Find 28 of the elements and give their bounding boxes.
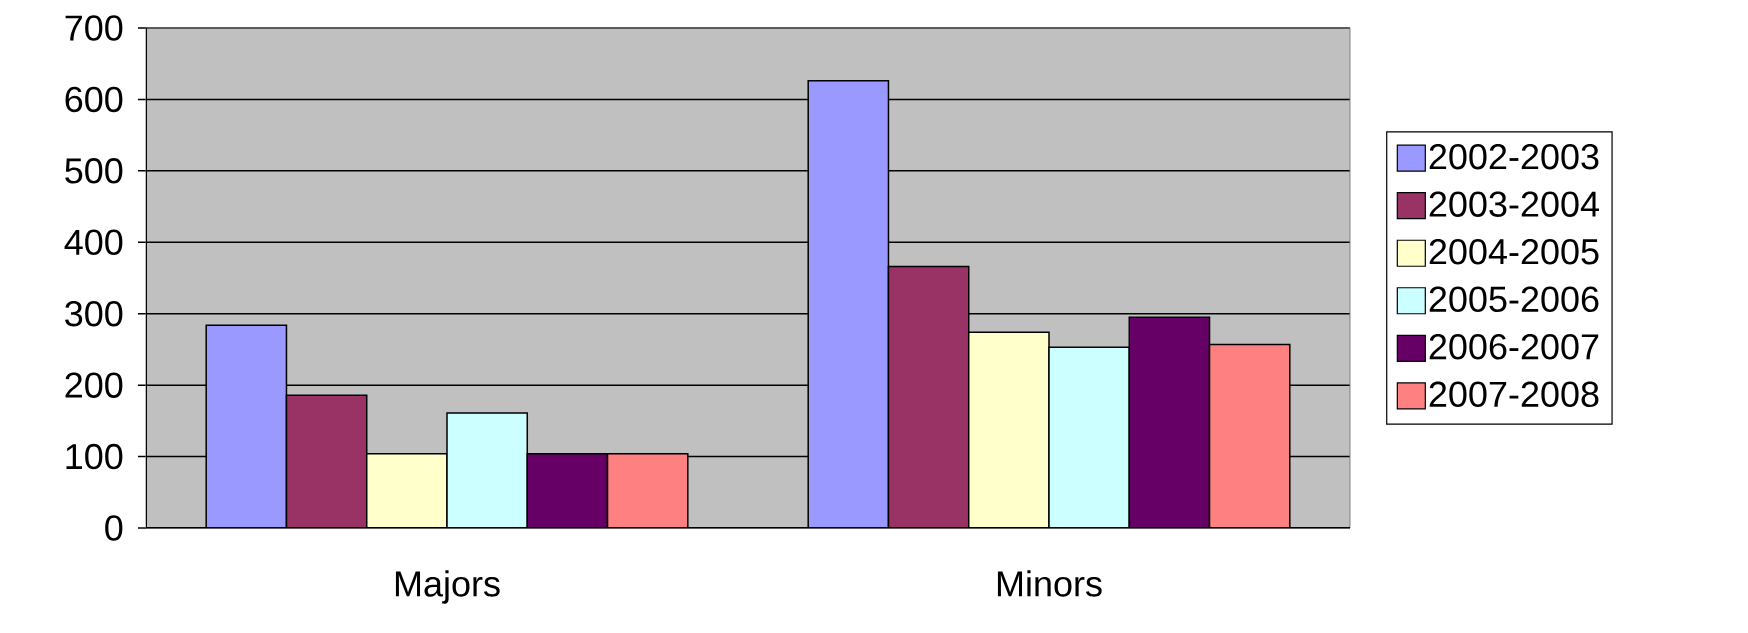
x-tick-label: Minors [997,570,1102,597]
legend-label: 2003-2004 [1429,191,1599,217]
bar [887,265,970,528]
y-tick-label: 0 [105,515,123,541]
x-tick-label: Majors [395,570,500,604]
legend-label: 2004-2005 [1429,238,1599,265]
legend-label: 2006-2007 [1429,334,1599,360]
y-tick-label: 100 [66,443,123,470]
bar [1208,343,1291,528]
y-tick-label: 700 [65,15,123,41]
y-tick-label: 300 [65,300,123,327]
legend-label: 2005-2006 [1429,286,1599,312]
bar [285,394,368,528]
y-tick-label: 500 [65,158,123,184]
bar [1048,346,1131,528]
bar [1128,316,1211,528]
legend-label: 2007-2008 [1429,381,1599,408]
bar [606,452,689,528]
y-tick-label: 200 [65,372,123,398]
bar [807,80,890,528]
bar [446,412,529,528]
bar [205,324,288,528]
bar [526,452,609,528]
bar [967,331,1050,528]
y-tick-label: 400 [64,229,123,256]
legend-label: 2002-2003 [1429,143,1599,170]
y-tick-label: 600 [65,86,123,113]
bar [365,452,448,528]
